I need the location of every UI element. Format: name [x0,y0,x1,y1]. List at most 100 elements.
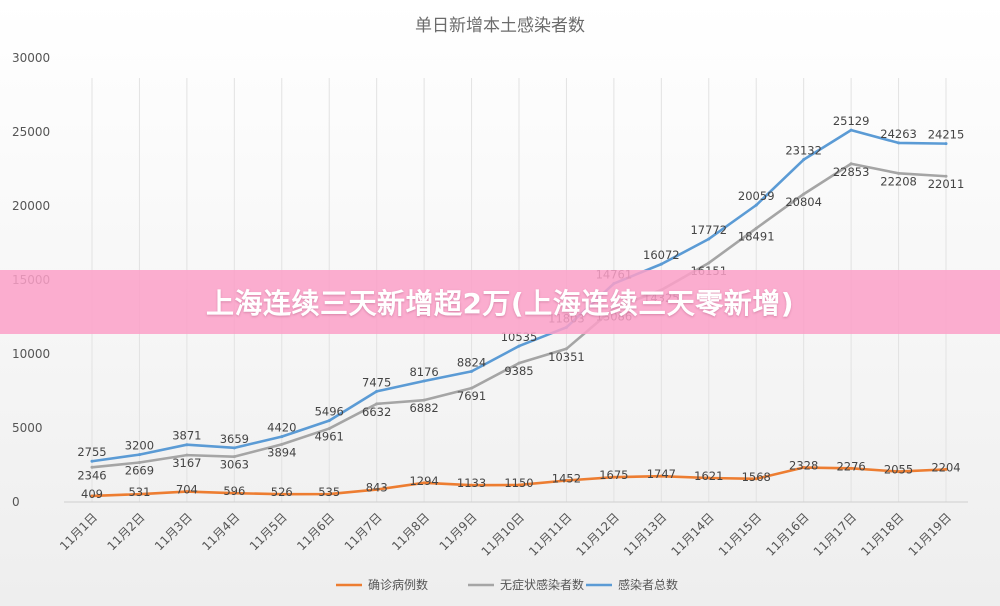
data-point [707,237,711,241]
data-point [944,174,948,178]
data-point [90,459,94,463]
data-label: 6882 [409,401,438,415]
data-point [517,344,521,348]
data-label: 1747 [647,467,676,481]
headline-text: 上海连续三天新增超2万(上海连续三天零新增) [205,287,795,320]
data-point [280,435,284,439]
data-label: 20804 [785,195,822,209]
data-point [375,488,379,492]
data-point [90,494,94,498]
data-label: 2204 [931,460,960,474]
data-point [422,379,426,383]
data-point [849,466,853,470]
data-label: 2755 [77,445,106,459]
data-point [280,442,284,446]
data-point [517,483,521,487]
data-point [232,491,236,495]
data-point [802,158,806,162]
data-point [754,477,758,481]
data-point [517,361,521,365]
data-label: 704 [176,483,198,497]
data-point [185,453,189,457]
data-label: 526 [271,485,293,499]
data-point [90,465,94,469]
data-label: 10351 [548,350,585,364]
legend: 确诊病例数 无症状感染者数 感染者总数 [336,577,678,592]
data-label: 4420 [267,421,296,435]
data-point [944,142,948,146]
y-tick-label: 5000 [12,421,43,435]
data-label: 1133 [457,476,486,490]
data-point [422,398,426,402]
data-point [754,203,758,207]
data-point [897,470,901,474]
data-label: 5496 [315,405,344,419]
legend-label: 无症状感染者数 [500,577,584,592]
data-label: 22208 [880,174,917,188]
data-point [707,261,711,265]
data-label: 8176 [409,365,438,379]
data-point [754,226,758,230]
data-point [137,492,141,496]
data-point [897,171,901,175]
data-point [612,475,616,479]
data-label: 2669 [125,463,154,477]
data-point [137,460,141,464]
data-label: 16072 [643,248,680,262]
data-label: 2328 [789,459,818,473]
data-label: 24215 [928,128,965,142]
data-point [185,443,189,447]
y-tick-label: 30000 [12,51,50,65]
data-point [375,402,379,406]
data-point [659,262,663,266]
data-label: 3200 [125,439,154,453]
data-label: 23132 [785,144,822,158]
data-point [327,427,331,431]
data-point [375,389,379,393]
data-label: 8824 [457,355,486,369]
data-point [849,128,853,132]
data-point [280,492,284,496]
data-point [185,490,189,494]
legend-label: 确诊病例数 [368,577,428,592]
data-label: 2276 [836,459,865,473]
data-label: 3063 [220,458,249,472]
data-label: 6632 [362,405,391,419]
data-point [470,483,474,487]
data-point [659,474,663,478]
data-label: 1150 [504,476,533,490]
data-label: 843 [366,481,388,495]
data-point [137,453,141,457]
data-labels: 409 531 704 596 526 535 843 1294 1133 1150 1452 167… [77,114,964,501]
data-label: 22011 [928,177,965,191]
data-label: 3871 [172,429,201,443]
y-tick-label: 10000 [12,347,50,361]
data-label: 25129 [833,114,870,128]
y-tick-label: 25000 [12,125,50,139]
data-label: 409 [81,487,103,501]
data-label: 596 [223,484,245,498]
data-label: 20059 [738,189,775,203]
data-label: 2055 [884,463,913,477]
data-point [470,369,474,373]
y-tick-label: 20000 [12,199,50,213]
data-point [707,476,711,480]
data-point [232,446,236,450]
headline-banner: 上海连续三天新增超2万(上海连续三天零新增) [0,270,1000,334]
data-point [327,492,331,496]
data-point [232,455,236,459]
legend-label: 感染者总数 [618,577,678,592]
data-label: 1621 [694,469,723,483]
data-label: 3659 [220,432,249,446]
data-point [849,162,853,166]
data-label: 3894 [267,445,296,459]
data-label: 1568 [742,470,771,484]
data-point [470,386,474,390]
data-label: 7691 [457,389,486,403]
data-label: 4961 [315,430,344,444]
data-point [327,419,331,423]
data-label: 7475 [362,375,391,389]
data-point [944,467,948,471]
data-point [897,141,901,145]
